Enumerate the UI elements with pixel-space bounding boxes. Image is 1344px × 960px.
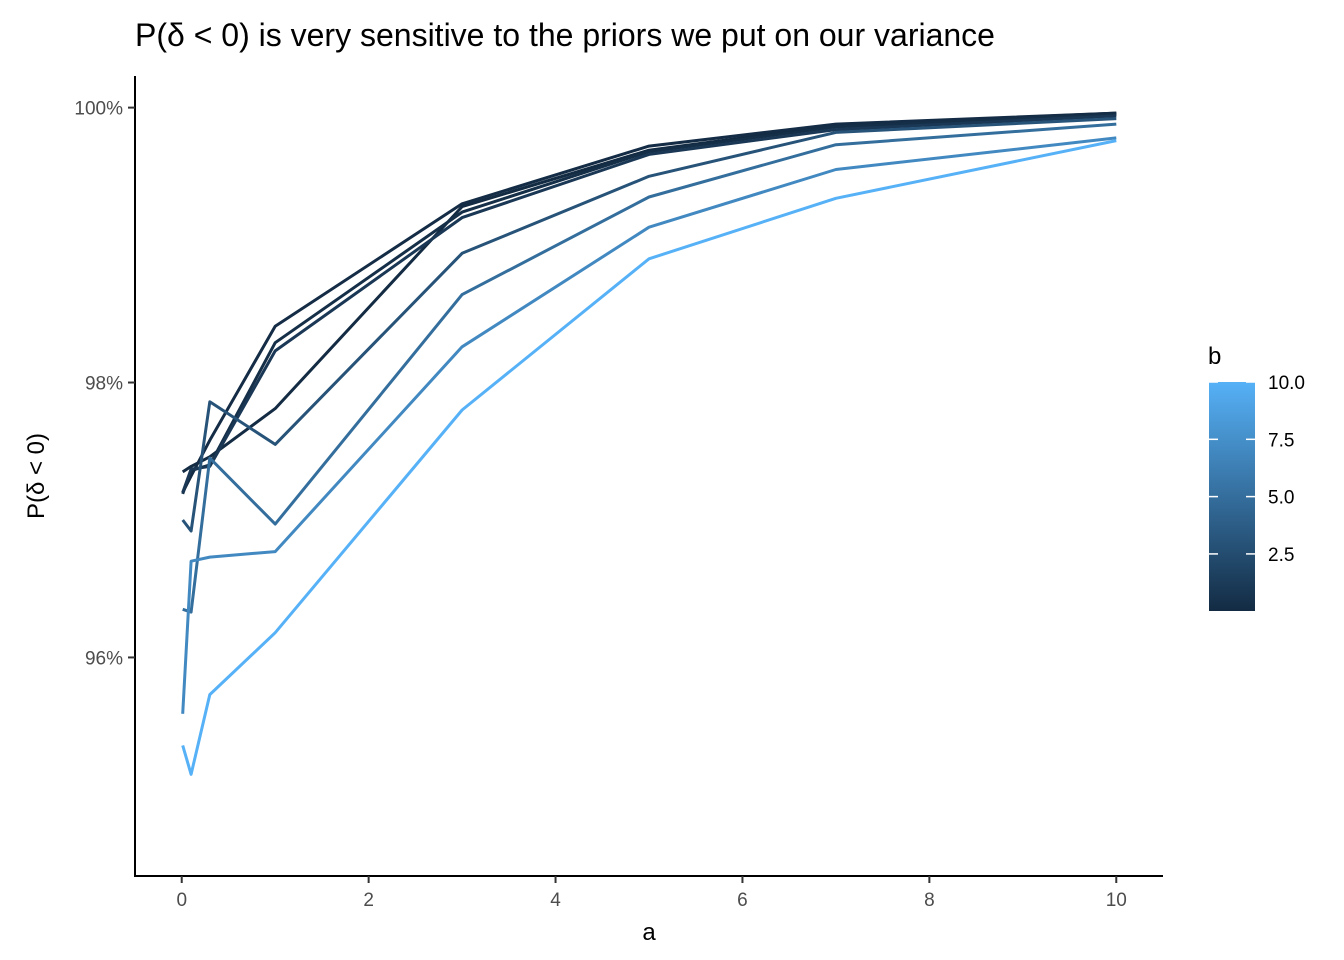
series-line-2 [181,113,1117,495]
series-line-6 [181,136,1117,714]
series-line-7 [181,139,1117,776]
x-axis-title: a [642,919,656,946]
x-tick-label: 2 [363,890,374,911]
x-tick-label: 10 [1106,890,1127,911]
legend-tick-label: 2.5 [1268,545,1294,566]
legend-title: b [1208,343,1221,370]
legend-tick-label: 7.5 [1268,430,1294,451]
x-tick-label: 6 [737,890,748,911]
x-ticks: 0 2 4 6 8 10 [176,876,1127,911]
plot-panel: 0 2 4 6 8 10 96% 98% 100% [74,76,1163,911]
x-tick-label: 0 [176,890,187,911]
series-line-5 [182,122,1117,614]
y-ticks: 96% 98% 100% [74,99,135,669]
y-axis-title: P(δ < 0) [23,433,50,519]
y-tick-label: 98% [85,374,123,395]
color-legend: b 2.5 5.0 7.5 10.0 [1208,343,1305,611]
series-line-4 [181,117,1117,533]
legend-tick-label: 5.0 [1268,488,1294,509]
x-tick-label: 8 [924,890,935,911]
series-line-3 [181,114,1117,494]
y-tick-label: 96% [85,648,123,669]
legend-tick-label: 10.0 [1268,373,1305,394]
legend-ticks: 2.5 5.0 7.5 10.0 [1209,373,1305,566]
series-line-0 [181,111,1117,474]
series-layer [181,111,1117,776]
x-tick-label: 4 [550,890,561,911]
y-tick-label: 100% [74,99,123,120]
chart-title: P(δ < 0) is very sensitive to the priors… [135,17,995,53]
